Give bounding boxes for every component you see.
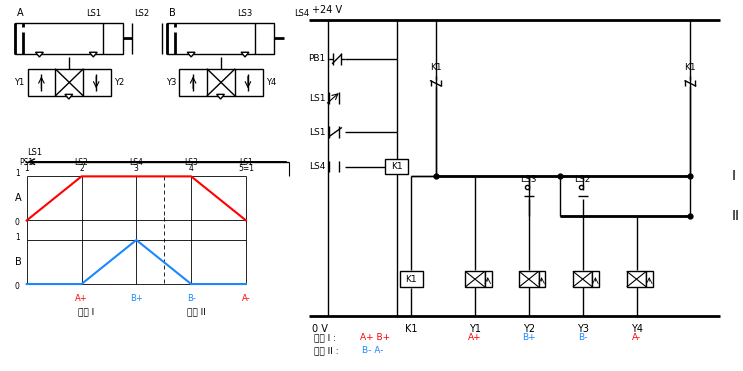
Text: LS4: LS4	[309, 162, 325, 171]
Bar	[385, 159, 409, 174]
Text: PS1: PS1	[19, 158, 33, 167]
Text: A+: A+	[468, 334, 481, 342]
Text: 3: 3	[134, 164, 139, 173]
Text: B: B	[15, 256, 22, 266]
Text: Y1: Y1	[469, 324, 481, 334]
Text: K1: K1	[405, 324, 418, 334]
Text: LS1: LS1	[86, 9, 101, 18]
Text: A+ B+: A+ B+	[360, 334, 391, 342]
Text: 4: 4	[189, 164, 194, 173]
Text: Y1: Y1	[15, 78, 25, 87]
Text: A-: A-	[632, 334, 641, 342]
Text: Y3: Y3	[577, 324, 588, 334]
Text: Y2: Y2	[523, 324, 535, 334]
Text: Y4: Y4	[631, 324, 643, 334]
Text: A-: A-	[241, 294, 250, 303]
Text: I: I	[731, 170, 736, 183]
Text: K1: K1	[684, 63, 696, 72]
Bar	[166, 23, 274, 54]
Text: LS2: LS2	[74, 158, 88, 167]
Bar	[646, 271, 653, 287]
Text: 그룹 II :: 그룹 II :	[314, 346, 338, 355]
Bar	[484, 271, 492, 287]
Text: II: II	[731, 209, 739, 223]
Text: 1: 1	[15, 233, 20, 242]
Text: Y2: Y2	[114, 78, 124, 87]
Text: 5=1: 5=1	[238, 164, 254, 173]
Bar	[519, 271, 539, 287]
Polygon shape	[241, 52, 249, 57]
Text: B+: B+	[130, 294, 143, 303]
Text: LS3: LS3	[184, 158, 198, 167]
Text: PB1: PB1	[308, 55, 325, 63]
Text: 1: 1	[25, 164, 29, 173]
Bar	[465, 271, 484, 287]
Bar	[573, 271, 592, 287]
Text: 0: 0	[15, 219, 20, 227]
Bar	[539, 271, 545, 287]
Text: LS4: LS4	[294, 9, 309, 18]
Polygon shape	[217, 94, 224, 99]
Bar	[592, 271, 600, 287]
Text: B+: B+	[522, 334, 536, 342]
Text: LS2: LS2	[574, 175, 591, 184]
Text: B-: B-	[186, 294, 195, 303]
Text: LS1: LS1	[27, 148, 42, 157]
Text: 2: 2	[80, 164, 84, 173]
Text: K1: K1	[430, 63, 441, 72]
Text: 1: 1	[15, 169, 20, 178]
Bar	[627, 271, 646, 287]
Text: B-: B-	[578, 334, 588, 342]
Polygon shape	[89, 52, 97, 57]
Polygon shape	[65, 94, 73, 99]
Text: K1: K1	[406, 275, 418, 284]
Text: LS1: LS1	[309, 93, 325, 102]
Text: LS1: LS1	[239, 158, 253, 167]
Text: K1: K1	[391, 162, 403, 171]
Bar	[179, 69, 262, 96]
Text: B- A-: B- A-	[363, 346, 384, 355]
Text: +24 V: +24 V	[311, 5, 342, 15]
Polygon shape	[187, 52, 195, 57]
Text: 그룹 I :: 그룹 I :	[314, 334, 336, 342]
Text: A+: A+	[75, 294, 88, 303]
Text: LS3: LS3	[521, 175, 537, 184]
Bar	[15, 23, 123, 54]
Text: LS1: LS1	[309, 128, 325, 137]
Text: A: A	[15, 193, 22, 203]
Bar	[27, 69, 111, 96]
Text: 그룹 II: 그룹 II	[186, 307, 206, 316]
Bar	[400, 271, 424, 287]
Text: LS4: LS4	[129, 158, 143, 167]
Text: 0 V: 0 V	[311, 324, 328, 334]
Text: 그룹 I: 그룹 I	[78, 307, 94, 316]
Polygon shape	[36, 52, 43, 57]
Text: 0: 0	[15, 282, 20, 291]
Text: LS2: LS2	[134, 9, 149, 18]
Text: LS3: LS3	[238, 9, 253, 18]
Text: Y4: Y4	[265, 78, 276, 87]
Text: A: A	[17, 8, 24, 18]
Text: B: B	[169, 8, 175, 18]
Text: Y3: Y3	[166, 78, 177, 87]
